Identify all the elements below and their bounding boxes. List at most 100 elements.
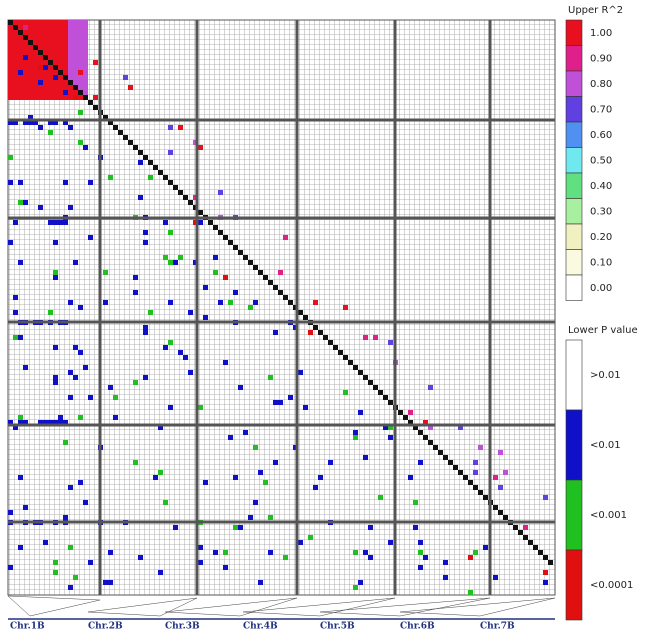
cell (38, 40, 43, 45)
cell (283, 295, 288, 300)
chromosome-label: Chr.7B (480, 622, 515, 632)
cell (8, 90, 13, 95)
cell (83, 30, 88, 35)
cell (368, 525, 373, 530)
cell (258, 270, 263, 275)
cell (43, 50, 48, 55)
cell (48, 120, 53, 125)
legend-label: 1.00 (590, 28, 612, 39)
cell (53, 270, 58, 275)
cell (328, 460, 333, 465)
cell (18, 545, 23, 550)
cell (63, 420, 68, 425)
cell (23, 505, 28, 510)
cell (198, 220, 203, 225)
cell (73, 85, 78, 90)
cell (138, 160, 143, 165)
cell (468, 480, 473, 485)
cell (288, 395, 293, 400)
cell (13, 30, 18, 35)
cell (78, 80, 83, 85)
legend-label: 0.00 (590, 283, 612, 294)
cell (543, 555, 548, 560)
cell (218, 230, 223, 235)
cell (63, 20, 68, 25)
legend-swatch (565, 249, 583, 276)
cell (88, 100, 93, 105)
cell (503, 470, 508, 475)
cell (33, 75, 38, 80)
cell (73, 25, 78, 30)
cell (63, 180, 68, 185)
cell (78, 40, 83, 45)
cell (298, 370, 303, 375)
cell (13, 50, 18, 55)
cell (68, 75, 73, 80)
cell (78, 25, 83, 30)
legend-label: 0.90 (590, 53, 612, 64)
cell (58, 55, 63, 60)
cell (73, 90, 78, 95)
cell (48, 70, 53, 75)
legend-label: 0.80 (590, 79, 612, 90)
cell (183, 195, 188, 200)
cell (388, 400, 393, 405)
cell (33, 120, 38, 125)
cell (28, 40, 33, 45)
cell (218, 190, 223, 195)
chromosome-label: Chr.1B (10, 622, 45, 632)
cell (8, 120, 13, 125)
cell (58, 85, 63, 90)
cell (53, 95, 58, 100)
cell (28, 50, 33, 55)
cell (178, 125, 183, 130)
cell (23, 20, 28, 25)
cell (453, 465, 458, 470)
cell (53, 65, 58, 70)
cell (483, 545, 488, 550)
cell (328, 340, 333, 345)
cell (238, 250, 243, 255)
cell (148, 160, 153, 165)
cell (523, 535, 528, 540)
cell (188, 200, 193, 205)
cell (103, 580, 108, 585)
cell (28, 90, 33, 95)
cell (533, 545, 538, 550)
cell (313, 300, 318, 305)
cell (283, 555, 288, 560)
cell (73, 60, 78, 65)
cell (63, 30, 68, 35)
cell (233, 245, 238, 250)
cell (68, 485, 73, 490)
cell (168, 405, 173, 410)
cell (63, 80, 68, 85)
cell (158, 425, 163, 430)
cell (8, 35, 13, 40)
cell (413, 425, 418, 430)
cell (8, 180, 13, 185)
cell (8, 85, 13, 90)
cell (18, 25, 23, 30)
cell (48, 95, 53, 100)
cell (83, 500, 88, 505)
cell (423, 555, 428, 560)
cell (478, 490, 483, 495)
cell (18, 60, 23, 65)
cell (73, 75, 78, 80)
cell (388, 340, 393, 345)
cell (83, 55, 88, 60)
cell (33, 80, 38, 85)
cell (243, 430, 248, 435)
cell (458, 470, 463, 475)
cell (243, 255, 248, 260)
cell (18, 30, 23, 35)
cell (43, 540, 48, 545)
cell (68, 20, 73, 25)
cell (68, 90, 73, 95)
cell (38, 60, 43, 65)
cell (308, 330, 313, 335)
cell (268, 550, 273, 555)
cell (33, 50, 38, 55)
cell (68, 45, 73, 50)
